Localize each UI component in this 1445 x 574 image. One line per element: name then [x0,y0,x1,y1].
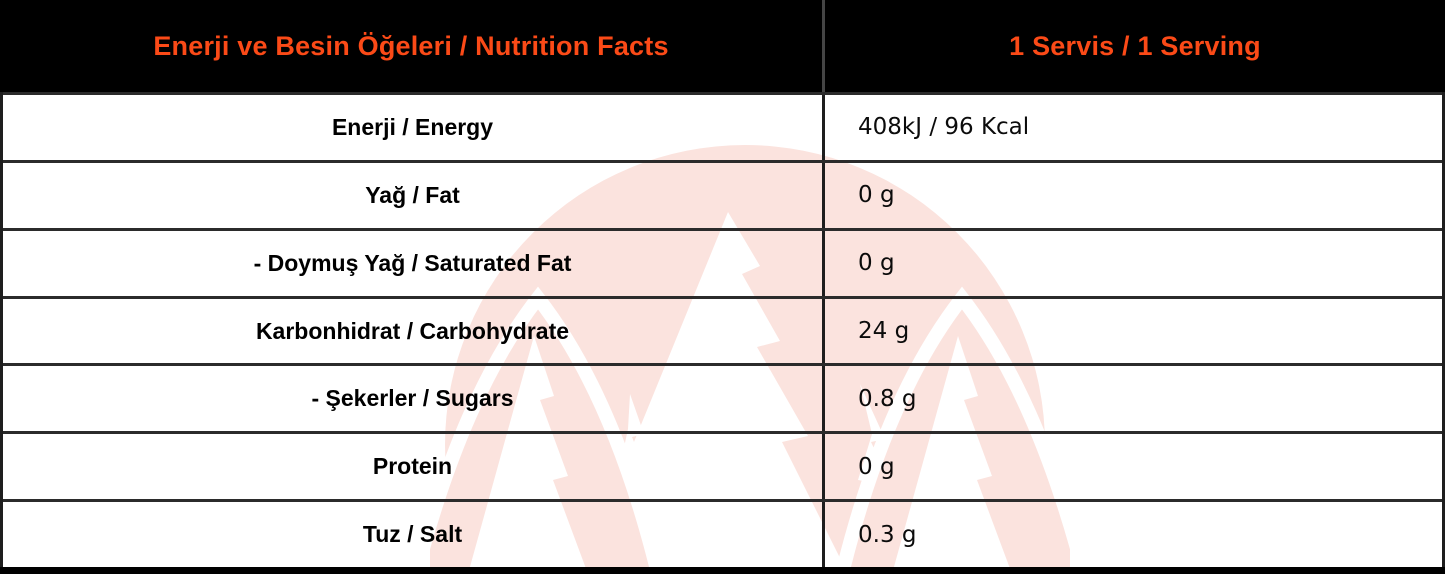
label-cell: Karbonhidrat / Carbohydrate [3,298,825,364]
table-row-saturated-fat: - Doymuş Yağ / Saturated Fat 0 g [3,227,1442,296]
row-value: 0 g [858,453,895,480]
label-cell: Enerji / Energy [3,95,825,160]
table-body: Enerji / Energy 408kJ / 96 Kcal Yağ / Fa… [0,92,1445,567]
label-cell: Tuz / Salt [3,502,825,567]
table-row-carbohydrate: Karbonhidrat / Carbohydrate 24 g [3,295,1442,364]
label-cell: Protein [3,434,825,500]
label-cell: Yağ / Fat [3,162,825,228]
row-value: 0 g [858,250,895,277]
value-cell: 0 g [825,231,1442,296]
value-cell: 0 g [825,434,1442,499]
value-cell: 0.8 g [825,366,1442,431]
row-label: Enerji / Energy [331,113,494,140]
value-cell: 0.3 g [825,502,1442,567]
row-value: 0.8 g [858,385,917,412]
value-cell: 24 g [825,299,1442,364]
header-cell-nutrition-facts: Enerji ve Besin Öğeleri / Nutrition Fact… [0,0,825,92]
row-value: 408kJ / 96 Kcal [858,114,1030,141]
label-cell: - Şekerler / Sugars [3,366,825,432]
value-cell: 0 g [825,163,1442,228]
header-cell-serving: 1 Servis / 1 Serving [825,0,1445,92]
row-label: - Şekerler / Sugars [311,385,514,412]
table-row-protein: Protein 0 g [3,431,1442,500]
label-cell: - Doymuş Yağ / Saturated Fat [3,230,825,296]
table-row-salt: Tuz / Salt 0.3 g [3,499,1442,567]
table-row-fat: Yağ / Fat 0 g [3,159,1442,228]
row-label: Protein [372,453,453,480]
row-label: Karbonhidrat / Carbohydrate [255,317,570,344]
row-label: - Doymuş Yağ / Saturated Fat [253,249,572,276]
row-value: 24 g [858,318,910,344]
row-label: Tuz / Salt [362,521,463,548]
row-label: Yağ / Fat [365,181,460,208]
row-value: 0.3 g [858,521,917,548]
table-row-energy: Enerji / Energy 408kJ / 96 Kcal [3,92,1442,160]
row-value: 0 g [858,182,895,209]
serving-title: 1 Servis / 1 Serving [1009,30,1261,61]
nutrition-facts-title: Enerji ve Besin Öğeleri / Nutrition Fact… [153,30,669,61]
table-row-sugars: - Şekerler / Sugars 0.8 g [3,363,1442,432]
table-header: Enerji ve Besin Öğeleri / Nutrition Fact… [0,0,1445,92]
value-cell: 408kJ / 96 Kcal [825,95,1442,160]
